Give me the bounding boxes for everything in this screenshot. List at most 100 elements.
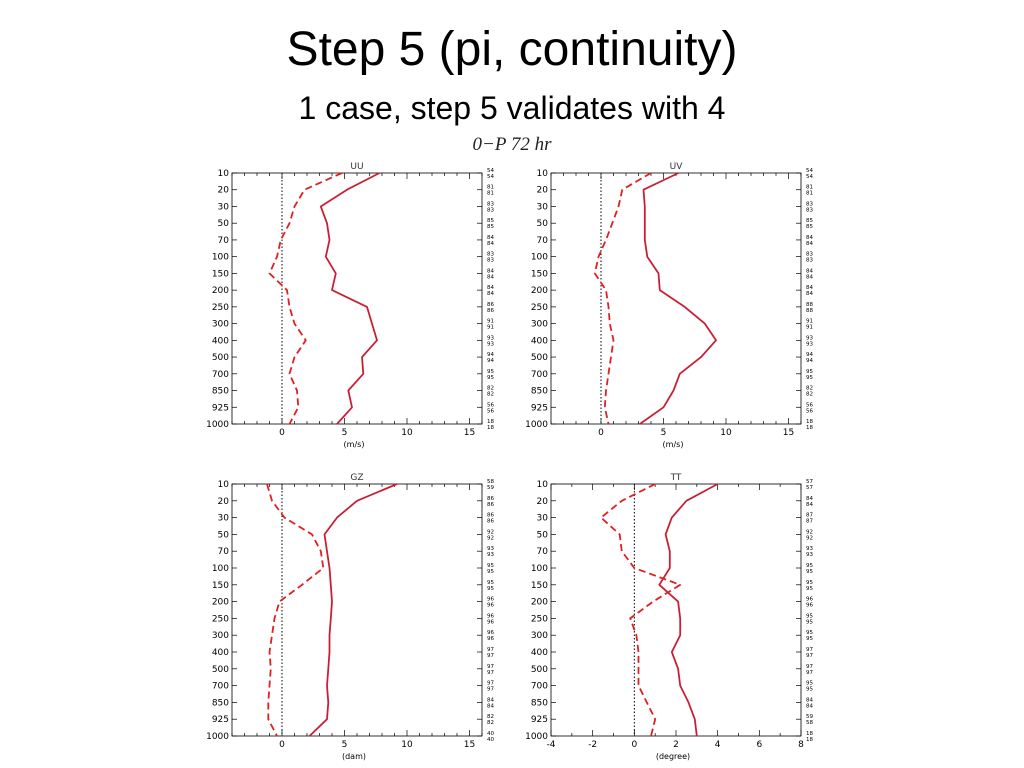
uv-count-label: 82 [806, 386, 813, 392]
uv-ytick-label: 150 [531, 269, 548, 279]
gz-count-label: 40 [487, 737, 494, 743]
uu-count-label: 86 [487, 308, 494, 314]
uv-count-label: 83 [806, 252, 813, 258]
uu-count-label: 84 [487, 291, 494, 297]
gz-count-label: 92 [487, 535, 494, 541]
uv-count-label: 95 [806, 375, 813, 381]
tt-count-label: 93 [806, 546, 813, 552]
gz-xtick-label: 5 [342, 740, 348, 750]
gz-xtick-label: 0 [279, 740, 285, 750]
gz-count-label: 86 [487, 519, 494, 525]
tt-count-label: 95 [806, 681, 813, 687]
tt-xtick-label: -4 [547, 740, 556, 750]
uu-count-label: 18 [487, 419, 494, 425]
chart-uv: UV 10 54 54 20 81 81 30 83 83 50 85 85 70 84 84 100 83 83 1… [519, 156, 829, 458]
uu-xtick-label: 5 [342, 428, 348, 438]
gz-count-label: 82 [487, 720, 494, 726]
uv-ytick-label: 100 [531, 253, 548, 263]
tt-xtick-label: 8 [798, 740, 804, 750]
uv-count-label: 93 [806, 335, 813, 341]
uu-count-label: 86 [487, 302, 494, 308]
uv-ytick-label: 20 [537, 186, 549, 196]
uu-ytick-label: 400 [212, 336, 229, 346]
gz-count-label: 96 [487, 597, 494, 603]
tt-count-label: 97 [806, 664, 813, 670]
tt-count-label: 95 [806, 630, 813, 636]
gz-count-label: 86 [487, 502, 494, 508]
uv-count-label: 54 [806, 174, 813, 180]
tt-ytick-label: 300 [531, 631, 548, 641]
gz-count-label: 96 [487, 603, 494, 609]
tt-count-label: 84 [806, 496, 813, 502]
tt-ytick-label: 100 [531, 564, 548, 574]
uv-count-label: 88 [806, 308, 813, 314]
uu-count-label: 91 [487, 319, 494, 325]
tt-series-dashed [600, 483, 682, 737]
tt-count-label: 95 [806, 563, 813, 569]
chart-uu: UU 10 54 54 20 81 81 30 83 83 50 85 85 70 84 84 100 83 83 1… [200, 156, 510, 458]
tt-ytick-label: 10 [537, 480, 549, 490]
uv-count-label: 91 [806, 325, 813, 331]
gz-count-label: 40 [487, 731, 494, 737]
tt-count-label: 84 [806, 502, 813, 508]
uv-ytick-label: 850 [531, 387, 548, 397]
gz-ytick-label: 200 [212, 598, 229, 608]
tt-count-label: 18 [806, 731, 813, 737]
uu-count-label: 94 [487, 352, 494, 358]
uu-ytick-label: 150 [212, 269, 229, 279]
uu-count-label: 85 [487, 218, 494, 224]
tt-count-label: 97 [806, 670, 813, 676]
tt-x-unit-label: (degree) [656, 752, 690, 761]
gz-count-label: 86 [487, 513, 494, 519]
tt-ytick-label: 200 [531, 598, 548, 608]
uv-ytick-label: 30 [537, 202, 549, 212]
tt-count-label: 92 [806, 535, 813, 541]
uv-ytick-label: 300 [531, 320, 548, 330]
uv-count-label: 84 [806, 268, 813, 274]
gz-ytick-label: 300 [212, 631, 229, 641]
gz-count-label: 96 [487, 636, 494, 642]
uu-count-label: 93 [487, 341, 494, 347]
uv-xtick-label: 15 [783, 428, 794, 438]
uu-count-label: 82 [487, 392, 494, 398]
tt-ytick-label: 250 [531, 614, 548, 624]
gz-count-label: 96 [487, 613, 494, 619]
uv-count-label: 18 [806, 425, 813, 431]
tt-ytick-label: 50 [537, 530, 549, 540]
chart-tt: TT 10 57 57 20 84 84 30 87 87 50 92 92 70 93 93 100 95 95 1… [519, 469, 829, 767]
uu-count-label: 81 [487, 191, 494, 197]
gz-count-label: 86 [487, 496, 494, 502]
uu-ytick-label: 30 [218, 202, 230, 212]
uv-ytick-label: 250 [531, 303, 548, 313]
tt-xtick-label: 0 [631, 740, 637, 750]
uu-ytick-label: 50 [218, 219, 230, 229]
uv-ytick-label: 1000 [525, 420, 548, 430]
gz-ytick-label: 700 [212, 682, 229, 692]
uv-count-label: 81 [806, 185, 813, 191]
gz-count-label: 95 [487, 586, 494, 592]
gz-count-label: 82 [487, 714, 494, 720]
gz-ytick-label: 850 [212, 698, 229, 708]
tt-count-label: 95 [806, 580, 813, 586]
uv-ytick-label: 50 [537, 219, 549, 229]
uv-ytick-label: 925 [531, 403, 548, 413]
uu-count-label: 93 [487, 335, 494, 341]
uu-count-label: 83 [487, 207, 494, 213]
uu-ytick-label: 10 [218, 169, 230, 179]
tt-chart-title: TT [670, 473, 682, 483]
uv-count-label: 83 [806, 258, 813, 264]
tt-series-solid [658, 483, 719, 737]
uv-count-label: 88 [806, 302, 813, 308]
uv-count-label: 56 [806, 408, 813, 414]
uv-count-label: 84 [806, 274, 813, 280]
gz-count-label: 92 [487, 529, 494, 535]
gz-count-label: 95 [487, 563, 494, 569]
gz-count-label: 59 [487, 485, 494, 491]
uv-count-label: 18 [806, 419, 813, 425]
tt-ytick-label: 500 [531, 665, 548, 675]
tt-ytick-label: 1000 [525, 732, 548, 742]
tt-ytick-label: 850 [531, 698, 548, 708]
gz-count-label: 97 [487, 681, 494, 687]
gz-ytick-label: 50 [218, 530, 230, 540]
